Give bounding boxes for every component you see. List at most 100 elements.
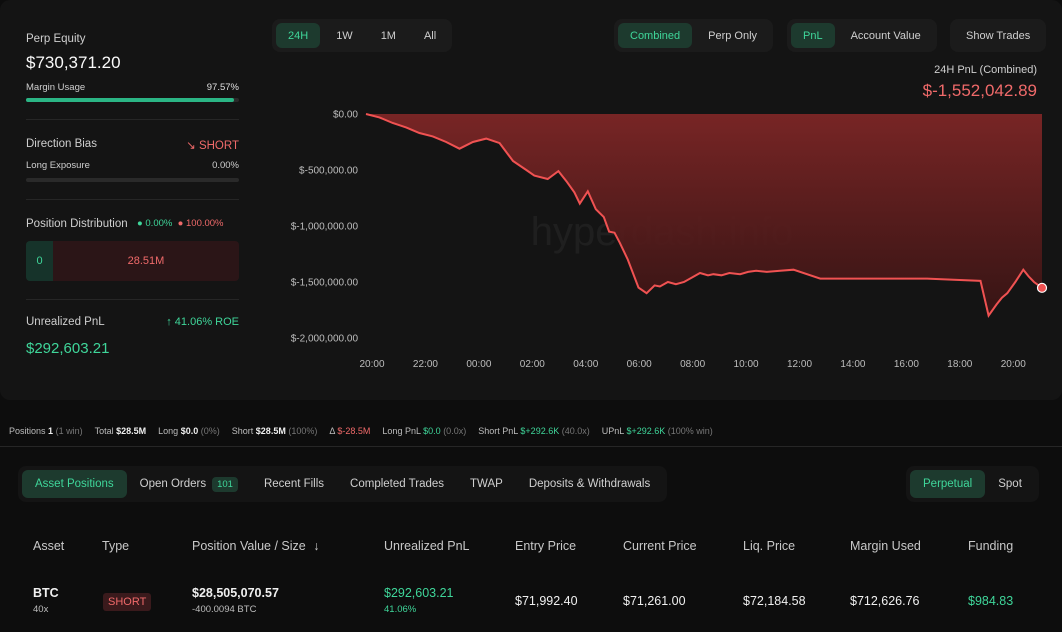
x-tick-label: 06:00 [627,359,652,370]
header-entry-price[interactable]: Entry Price [515,539,577,553]
current-price-cell: $71,261.00 [623,594,686,608]
pnl-line [365,113,1043,318]
summary-upnl: UPnL $+292.6K (100% win) [601,426,713,436]
summary-short: Short $28.5M (100%) [231,426,318,436]
divider [26,119,239,120]
tab-open-orders-label: Open Orders [139,478,207,490]
y-axis: $0.00 $-500,000.00 $-1,000,000.00 $-1,500,0… [291,110,359,345]
long-exposure-value: 0.00% [212,160,239,171]
type-badge: SHORT [103,593,152,611]
x-tick-label: 18:00 [947,359,972,370]
margin-usage-label: Margin Usage [26,82,86,93]
distribution-bar: 0 28.51M [26,241,239,281]
unrealized-pnl-cell: $292,603.21 [384,586,454,600]
show-trades-button[interactable]: Show Trades [966,29,1031,42]
long-dot-icon: ● [137,218,143,229]
sort-down-icon[interactable]: ↓ [313,539,320,553]
combined-button[interactable]: Combined [618,23,693,48]
liq-price-cell: $72,184.58 [743,594,806,608]
dist-short-segment: 28.51M [53,241,239,281]
y-tick-label: $0.00 [333,110,358,121]
tab-spot[interactable]: Spot [998,478,1022,490]
x-tick-label: 04:00 [573,359,598,370]
unrealized-pnl-label: Unrealized PnL [26,316,105,328]
range-all-button[interactable]: All [423,29,437,42]
positions-tabs: Asset Positions Open Orders 101 Recent F… [18,466,668,502]
header-current-price[interactable]: Current Price [623,539,697,553]
show-trades-toggle: Show Trades [950,19,1047,52]
header-liq-price[interactable]: Liq. Price [743,539,796,553]
asset-leverage: 40x [33,604,49,615]
open-orders-count-badge: 101 [212,476,238,492]
metric-selector: PnL Account Value [787,19,937,52]
summary-total: Total $28.5M [94,426,147,436]
dist-long-segment: 0 [26,241,53,281]
divider [26,299,239,300]
unrealized-pnl-value: $292,603.21 [26,340,110,357]
x-tick-label: 02:00 [520,359,545,370]
summary-positions: Positions 1 (1 win) [9,426,83,436]
tab-twap[interactable]: TWAP [470,478,503,490]
summary-long: Long $0.0 (0%) [158,426,220,436]
pos-dist-short: 100.00% [186,218,224,229]
y-tick-label: $-2,000,000.00 [291,334,359,345]
header-type[interactable]: Type [102,539,130,553]
summary-long-pnl: Long PnL $0.0 (0.0x) [382,426,467,436]
divider [0,446,1062,447]
tab-asset-positions[interactable]: Asset Positions [22,470,127,498]
mode-selector: Combined Perp Only [614,19,774,52]
asset-name[interactable]: BTC [33,586,59,600]
header-asset[interactable]: Asset [33,539,65,553]
unrealized-pnl-pct: 41.06% [384,604,417,615]
x-tick-label: 12:00 [787,359,812,370]
x-tick-label: 08:00 [680,359,705,370]
header-funding[interactable]: Funding [968,539,1014,553]
x-tick-label: 22:00 [413,359,438,370]
header-position-value[interactable]: Position Value / Size ↓ [192,539,319,553]
arrow-up-icon: ↑ [166,316,172,328]
roe: ↑ 41.06% ROE [150,316,239,328]
header-margin-used[interactable]: Margin Used [850,539,921,553]
x-tick-label: 10:00 [734,359,759,370]
range-selector: 24H 1W 1M All [272,19,453,52]
perp-equity-value: $730,371.20 [26,53,121,72]
perp-equity-label: Perp Equity [26,33,86,45]
roe-value: 41.06% ROE [174,316,239,328]
account-value-button[interactable]: Account Value [850,29,921,42]
x-tick-label: 14:00 [840,359,865,370]
x-tick-label: 00:00 [466,359,491,370]
position-distribution-legend: ● 0.00% ● 100.00% [137,218,224,229]
position-size: -400.0094 BTC [192,604,257,615]
x-tick-label: 20:00 [1001,359,1026,370]
x-tick-label: 16:00 [894,359,919,370]
direction-bias-value: SHORT [198,140,239,152]
margin-used-cell: $712,626.76 [850,594,920,608]
pos-dist-long: 0.00% [145,218,173,229]
long-exposure-bar [26,178,239,182]
current-point-marker [1036,282,1048,293]
tab-deposits-withdrawals[interactable]: Deposits & Withdrawals [528,478,651,490]
direction-bias: ↘ SHORT [170,138,239,152]
range-1w-button[interactable]: 1W [336,29,353,42]
header-position-value-label: Position Value / Size [192,539,306,553]
tab-perpetual[interactable]: Perpetual [910,470,986,498]
short-dot-icon: ● [177,218,184,229]
perp-only-button[interactable]: Perp Only [708,29,758,42]
pnl-button[interactable]: PnL [791,23,835,48]
margin-usage-value: 97.57% [206,82,239,93]
position-distribution-label: Position Distribution [26,218,128,230]
divider [26,199,239,200]
summary-strip: Positions 1 (1 win) Total $28.5M Long $0… [9,426,713,436]
range-24h-button[interactable]: 24H [276,23,321,48]
header-unrealized-pnl[interactable]: Unrealized PnL [384,539,470,553]
tab-recent-fills[interactable]: Recent Fills [263,478,325,490]
chart-header-value: $-1,552,042.89 [922,81,1037,100]
position-value: $28,505,070.57 [192,586,279,600]
direction-bias-label: Direction Bias [26,138,97,150]
range-1m-button[interactable]: 1M [380,29,396,42]
tab-open-orders[interactable]: Open Orders 101 [127,470,251,498]
entry-price-cell: $71,992.40 [515,594,578,608]
y-tick-label: $-500,000.00 [299,166,358,177]
y-tick-label: $-1,000,000.00 [291,222,359,233]
tab-completed-trades[interactable]: Completed Trades [350,478,445,490]
